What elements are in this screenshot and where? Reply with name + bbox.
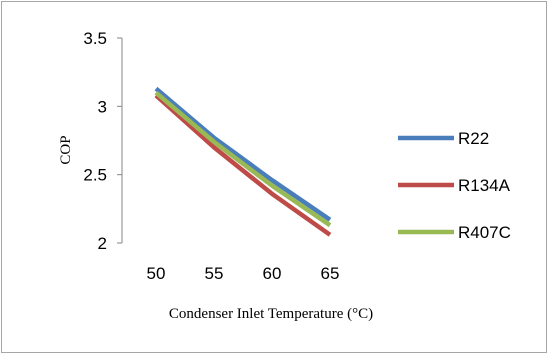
- series-line-r22: [156, 89, 330, 220]
- y-tick-labels: 2 2.5 3 3.5: [83, 29, 122, 253]
- x-tick-label: 60: [263, 264, 282, 283]
- legend-label-r407c: R407C: [458, 223, 511, 242]
- legend-label-r22: R22: [458, 129, 489, 148]
- x-tick-label: 55: [205, 264, 224, 283]
- y-axis-title: COP: [58, 135, 74, 164]
- x-tick-label: 50: [147, 264, 166, 283]
- legend: R22 R134A R407C: [398, 129, 511, 242]
- legend-label-r134a: R134A: [458, 176, 511, 195]
- x-axis-title: Condenser Inlet Temperature (°C): [169, 306, 373, 322]
- series-lines: [156, 89, 330, 235]
- y-tick-label: 2: [98, 234, 107, 253]
- y-tick-label: 3: [98, 97, 107, 116]
- x-tick-labels: 50 55 60 65: [147, 264, 340, 283]
- y-tick-label: 3.5: [83, 29, 107, 48]
- x-tick-label: 65: [321, 264, 340, 283]
- y-tick-label: 2.5: [83, 166, 107, 185]
